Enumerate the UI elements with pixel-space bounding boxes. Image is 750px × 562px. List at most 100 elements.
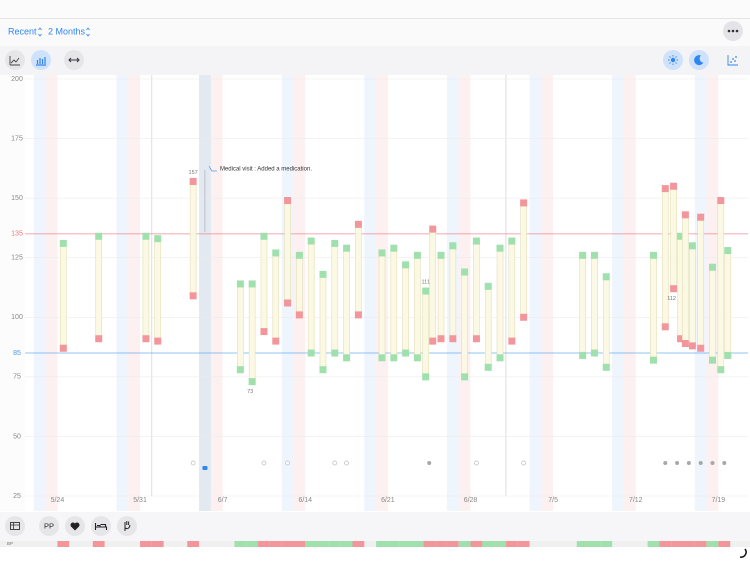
strip-segment — [659, 541, 672, 547]
strip-segment — [718, 541, 731, 547]
high-marker — [59, 239, 67, 247]
event-dot — [344, 460, 349, 466]
strip-segment — [305, 541, 318, 547]
range-bar — [284, 200, 291, 304]
x-tick-label: 6/28 — [464, 497, 478, 504]
range-bar — [579, 255, 586, 356]
event-dot — [332, 460, 338, 466]
weekend-shade — [33, 75, 46, 511]
range-bar — [154, 238, 162, 342]
x-tick-label: 7/5 — [548, 497, 558, 504]
scatter-button[interactable] — [727, 55, 738, 66]
period-menu[interactable]: 2 Months — [48, 26, 86, 36]
high-marker — [413, 251, 421, 259]
strip-segment — [57, 541, 70, 547]
nav-bar — [0, 19, 750, 46]
range-bar — [461, 271, 468, 378]
range-bar — [508, 240, 516, 342]
heart-button[interactable] — [65, 516, 85, 536]
low-marker — [95, 335, 103, 343]
x-tick-label: 5/31 — [133, 497, 147, 504]
low-marker — [319, 366, 327, 374]
bar-chart-button[interactable] — [31, 50, 51, 70]
range-bar — [724, 250, 732, 356]
high-marker — [284, 197, 292, 205]
weekend-shade — [612, 75, 624, 511]
weekend-shade — [623, 75, 636, 511]
range-bar — [709, 266, 716, 361]
range-menu[interactable]: Recent — [8, 26, 37, 36]
high-marker — [295, 251, 303, 259]
annotation-text: Medical visit : Added a medication. — [220, 167, 312, 173]
x-tick-label: 6/7 — [218, 497, 228, 504]
low-marker — [154, 337, 162, 345]
range-bar — [449, 245, 457, 340]
strip-segment — [470, 541, 483, 547]
range-bar — [60, 243, 67, 349]
high-marker — [708, 263, 716, 271]
strip-segment — [446, 541, 459, 547]
event-dot — [698, 461, 703, 465]
low-marker — [59, 344, 67, 352]
annotation-band — [199, 75, 211, 511]
low-marker — [260, 328, 268, 336]
plot: 25 50 75 100 125 150 175 200 135 85 5/24 5/31 6/7 6/1… — [11, 75, 748, 511]
low-marker — [697, 344, 705, 352]
high-marker — [602, 273, 610, 281]
range-bar — [237, 283, 244, 371]
high-marker — [697, 213, 705, 221]
low-marker — [378, 354, 386, 362]
low-marker — [717, 366, 725, 374]
range-bar — [260, 235, 268, 332]
range-bar — [697, 216, 704, 349]
strip-segment — [682, 541, 695, 547]
low-marker — [142, 335, 150, 343]
low-marker — [449, 335, 457, 343]
more-button[interactable] — [723, 21, 743, 41]
strip-segment — [376, 541, 388, 547]
high-marker — [717, 197, 725, 205]
value-label: 73 — [247, 389, 253, 395]
strip-segment — [647, 541, 660, 547]
table-button[interactable] — [5, 516, 25, 536]
line-chart-button[interactable] — [5, 50, 25, 70]
y-tick-label: 50 — [13, 433, 21, 440]
y-tick-label: 125 — [11, 255, 23, 262]
range-bar — [272, 252, 280, 342]
low-marker — [413, 354, 421, 362]
strip-segment — [435, 541, 447, 547]
high-marker — [422, 287, 430, 295]
sleep-button[interactable] — [91, 516, 111, 536]
low-marker — [579, 351, 587, 359]
high-marker — [429, 225, 437, 233]
threshold-label: 135 — [11, 231, 23, 238]
event-dot — [722, 461, 727, 465]
high-marker — [649, 251, 657, 259]
event-dot — [427, 461, 432, 465]
strip-segment — [482, 541, 495, 547]
range-bar — [670, 185, 677, 289]
range-bar — [717, 200, 725, 371]
strip-segment — [293, 541, 306, 547]
high-marker — [154, 235, 162, 243]
high-marker — [437, 251, 445, 259]
day-filter-button[interactable] — [663, 50, 683, 70]
strip-segment — [340, 541, 353, 547]
hand-button[interactable] — [117, 516, 137, 536]
high-marker — [272, 249, 280, 257]
event-dot — [261, 460, 267, 466]
pp-button[interactable]: PP — [39, 516, 59, 536]
strip-segment — [399, 541, 412, 547]
strip-segment — [187, 541, 200, 547]
y-tick-label: 75 — [13, 374, 21, 381]
range-bar — [248, 283, 256, 382]
low-marker — [284, 299, 292, 307]
low-marker — [354, 311, 362, 319]
low-marker — [670, 285, 678, 293]
night-filter-button[interactable] — [689, 50, 709, 70]
event-dot — [686, 461, 691, 465]
high-marker — [724, 247, 732, 255]
expand-button[interactable] — [64, 50, 84, 70]
value-label: 111 — [422, 280, 430, 286]
